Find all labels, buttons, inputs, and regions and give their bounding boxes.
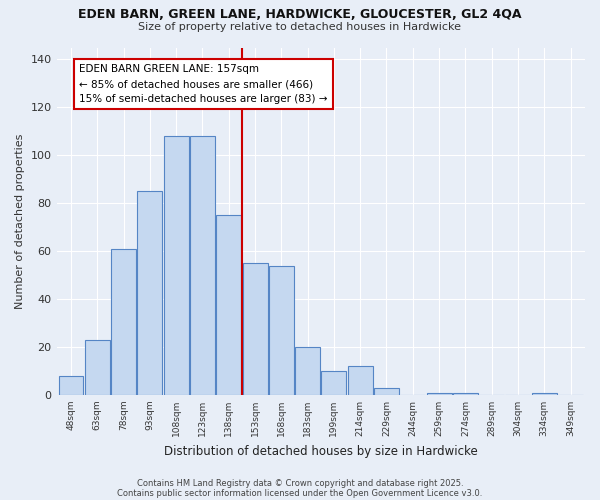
Bar — [59, 376, 83, 395]
Bar — [532, 392, 557, 395]
Bar — [242, 263, 268, 395]
Text: Contains public sector information licensed under the Open Government Licence v3: Contains public sector information licen… — [118, 488, 482, 498]
Bar — [427, 392, 452, 395]
Bar — [216, 215, 241, 395]
Bar — [269, 266, 294, 395]
Bar — [322, 371, 346, 395]
Bar — [85, 340, 110, 395]
Text: EDEN BARN, GREEN LANE, HARDWICKE, GLOUCESTER, GL2 4QA: EDEN BARN, GREEN LANE, HARDWICKE, GLOUCE… — [78, 8, 522, 20]
Text: EDEN BARN GREEN LANE: 157sqm
← 85% of detached houses are smaller (466)
15% of s: EDEN BARN GREEN LANE: 157sqm ← 85% of de… — [79, 64, 328, 104]
Bar — [374, 388, 399, 395]
Bar — [137, 192, 163, 395]
Y-axis label: Number of detached properties: Number of detached properties — [15, 134, 25, 309]
Bar — [111, 249, 136, 395]
X-axis label: Distribution of detached houses by size in Hardwicke: Distribution of detached houses by size … — [164, 444, 478, 458]
Bar — [164, 136, 188, 395]
Bar — [295, 347, 320, 395]
Bar — [453, 392, 478, 395]
Bar — [348, 366, 373, 395]
Text: Contains HM Land Registry data © Crown copyright and database right 2025.: Contains HM Land Registry data © Crown c… — [137, 478, 463, 488]
Bar — [190, 136, 215, 395]
Text: Size of property relative to detached houses in Hardwicke: Size of property relative to detached ho… — [139, 22, 461, 32]
